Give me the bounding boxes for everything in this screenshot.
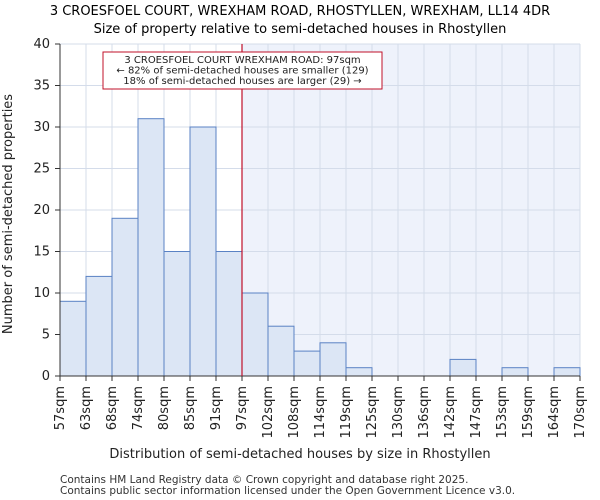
x-tick-label: 119sqm — [339, 386, 354, 439]
x-tick-label: 136sqm — [417, 386, 432, 439]
x-tick-label: 114sqm — [313, 386, 328, 439]
x-tick-label: 159sqm — [521, 386, 536, 439]
histogram-bar — [215, 251, 243, 377]
x-tick-label: 170sqm — [573, 386, 588, 439]
annotation-line-2: ← 82% of semi-detached houses are smalle… — [116, 66, 368, 77]
x-tick-label: 80sqm — [157, 386, 172, 430]
histogram-bar — [449, 358, 477, 377]
y-tick-label: 5 — [42, 328, 50, 343]
x-tick-label: 74sqm — [131, 386, 146, 430]
x-tick-label: 97sqm — [235, 386, 250, 430]
x-tick-label: 57sqm — [53, 386, 68, 430]
histogram-bar — [345, 367, 373, 377]
histogram-bar — [189, 126, 217, 377]
x-tick-label: 147sqm — [469, 386, 484, 439]
x-tick-label: 125sqm — [365, 386, 380, 439]
y-tick-label: 15 — [33, 245, 50, 260]
histogram-bar — [319, 342, 347, 377]
histogram-bar — [553, 367, 581, 377]
x-tick-label: 130sqm — [391, 386, 406, 439]
histogram-bar — [59, 300, 87, 377]
x-tick-label: 108sqm — [287, 386, 302, 439]
x-tick-label: 85sqm — [183, 386, 198, 430]
plot-area: 0 5 10 15 20 25 30 35 40 57sqm 63sqm 68sqm 74sqm 80sq… — [33, 37, 588, 439]
x-tick-label: 164sqm — [547, 386, 562, 439]
footer-copyright: Contains HM Land Registry data © Crown c… — [60, 474, 468, 486]
histogram-bar — [501, 367, 529, 377]
y-tick-label: 35 — [33, 79, 50, 94]
y-tick-label: 10 — [33, 286, 50, 301]
annotation-line-1: 3 CROESFOEL COURT WREXHAM ROAD: 97sqm — [124, 55, 360, 66]
y-tick-label: 0 — [42, 369, 50, 384]
x-tick-label: 142sqm — [443, 386, 458, 439]
y-tick-label: 40 — [33, 37, 50, 52]
y-axis-label: Number of semi-detached properties — [1, 94, 16, 334]
annotation-line-3: 18% of semi-detached houses are larger (… — [123, 76, 361, 87]
y-tick-label: 20 — [33, 203, 50, 218]
x-tick-label: 68sqm — [105, 386, 120, 430]
histogram-bar — [111, 217, 139, 377]
annotation-box — [102, 51, 383, 90]
histogram-bar — [85, 275, 113, 377]
histogram-bar — [163, 251, 191, 377]
y-tick-label: 30 — [33, 120, 50, 135]
histogram-bar — [267, 325, 295, 377]
x-tick-label: 91sqm — [209, 386, 224, 430]
histogram-bar — [293, 350, 321, 377]
y-tick-label: 25 — [33, 162, 50, 177]
footer-licence: Contains public sector information licen… — [60, 485, 515, 497]
histogram-bar — [137, 118, 165, 377]
x-tick-label: 153sqm — [495, 386, 510, 439]
x-tick-label: 102sqm — [261, 386, 276, 439]
chart-title-line2: Size of property relative to semi-detach… — [94, 22, 507, 37]
histogram-bar — [241, 292, 269, 377]
chart-title-line1: 3 CROESFOEL COURT, WREXHAM ROAD, RHOSTYL… — [50, 4, 550, 19]
x-tick-label: 63sqm — [79, 386, 94, 430]
x-axis-label: Distribution of semi-detached houses by … — [109, 447, 490, 462]
